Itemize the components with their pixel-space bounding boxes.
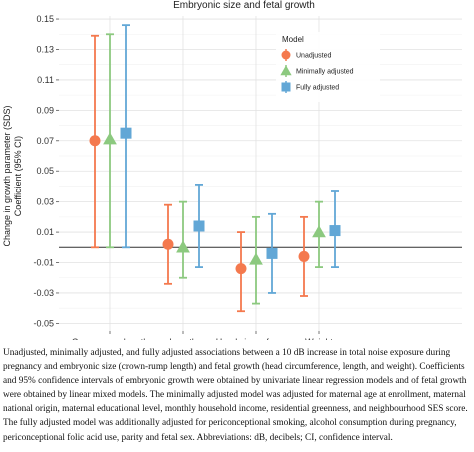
- series-minimally-adjusted: [103, 33, 326, 305]
- point-estimate: [266, 247, 278, 259]
- x-tick-label: Head circumference: [216, 337, 297, 340]
- legend-box: [276, 32, 380, 102]
- x-axis: Crown-rump length Length Head circumferenc…: [72, 331, 333, 340]
- figure-caption: Unadjusted, minimally adjusted, and full…: [3, 348, 468, 443]
- y-tick-label: 0.03: [36, 197, 54, 207]
- x-tick-label: Length: [169, 337, 197, 340]
- legend: Model Unadjusted Minimally adjusted Fully a…: [276, 32, 380, 102]
- chart: Embryonic size and fetal growth Change i…: [2, 0, 462, 340]
- y-axis-label-line2: Coefficient (95% CI): [13, 136, 23, 216]
- point-estimate: [193, 220, 205, 232]
- y-tick-label: 0.01: [36, 227, 54, 237]
- legend-key-marker: [281, 50, 291, 60]
- legend-entry: Minimally adjusted: [296, 69, 354, 76]
- series-fully-adjusted: [120, 24, 341, 294]
- x-tick-label: Weight: [305, 337, 333, 340]
- y-tick-label: 0.15: [36, 14, 54, 24]
- point-estimate: [249, 252, 263, 265]
- series-layer: [89, 24, 341, 313]
- point-estimate: [312, 225, 326, 238]
- point-estimate: [120, 127, 132, 139]
- plot-panel: [59, 16, 462, 331]
- y-tick-label: -0.01: [33, 258, 54, 268]
- legend-entry: Fully adjusted: [296, 85, 339, 92]
- y-tick-label: -0.03: [33, 288, 54, 298]
- y-tick-label: 0.11: [37, 75, 54, 85]
- point-estimate: [235, 263, 247, 275]
- point-estimate: [298, 250, 310, 262]
- y-tick-label: 0.05: [36, 166, 54, 176]
- y-tick-label: 0.07: [36, 136, 54, 146]
- point-estimate: [162, 238, 174, 250]
- y-axis: -0.05 -0.03 -0.01 0.01 0.03 0.05 0.07 0.09 0.11 0…: [33, 14, 59, 328]
- legend-key-marker: [281, 82, 291, 92]
- y-tick-label: -0.05: [33, 318, 54, 328]
- legend-title: Model: [282, 35, 304, 44]
- point-estimate: [176, 240, 190, 253]
- legend-entry: Unadjusted: [296, 53, 332, 60]
- y-axis-label-line1: Change in growth parameter (SDS): [2, 105, 12, 246]
- point-estimate: [103, 132, 117, 145]
- y-tick-label: 0.09: [36, 105, 54, 115]
- x-tick-label: Crown-rump length: [72, 337, 149, 340]
- chart-title: Embryonic size and fetal growth: [173, 0, 315, 11]
- y-tick-label: 0.13: [36, 44, 54, 54]
- legend-key-marker: [280, 65, 292, 76]
- figure: Embryonic size and fetal growth Change i…: [2, 0, 462, 340]
- y-axis-label: Change in growth parameter (SDS) Coeffic…: [2, 105, 23, 246]
- point-estimate: [329, 225, 341, 237]
- point-estimate: [89, 135, 101, 147]
- series-unadjusted: [89, 34, 310, 313]
